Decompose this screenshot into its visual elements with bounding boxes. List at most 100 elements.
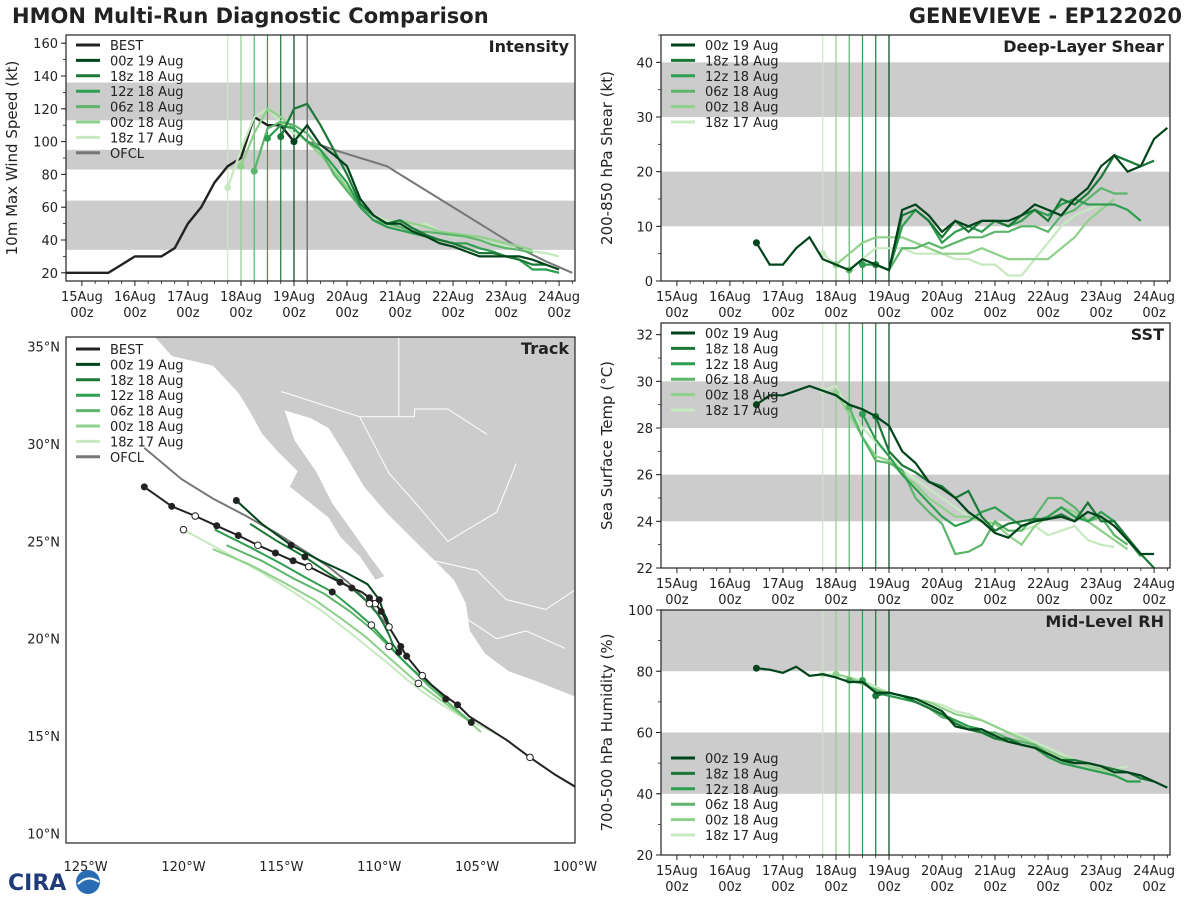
x-tick-label-hour: 00z — [547, 306, 571, 321]
shade-band — [661, 381, 1170, 428]
y-tick-label: 60 — [636, 727, 653, 742]
x-tick-label-hour: 00z — [1142, 593, 1166, 608]
x-tick-label: 22Aug — [1027, 864, 1069, 879]
series-start-point — [237, 162, 245, 170]
panel-title: Track — [521, 339, 569, 358]
series-line — [293, 123, 560, 271]
shade-band — [66, 82, 575, 121]
series-start-point — [858, 261, 866, 269]
x-tick-label-hour: 00z — [824, 880, 848, 895]
legend-label: BEST — [110, 343, 143, 358]
y-tick-label: 24 — [636, 515, 653, 530]
cira-logo: CIRA — [8, 870, 100, 896]
series-line — [755, 127, 1169, 272]
border-line — [433, 560, 575, 611]
lon-tick-label: 105°W — [455, 860, 499, 875]
series-line — [848, 186, 1128, 272]
series-start-point — [858, 410, 866, 418]
lat-tick-label: 15°N — [27, 730, 60, 745]
x-tick-label-hour: 00z — [930, 880, 954, 895]
y-tick-label: 40 — [636, 788, 653, 803]
y-tick-label: 22 — [636, 562, 653, 577]
track-marker-filled — [328, 588, 336, 596]
x-tick-label: 23Aug — [1080, 290, 1122, 305]
x-tick-label: 23Aug — [485, 290, 527, 305]
x-tick-label: 17Aug — [762, 290, 804, 305]
series-line — [835, 198, 1116, 266]
x-tick-label: 18Aug — [815, 577, 857, 592]
y-tick-label: 32 — [636, 329, 653, 344]
legend-label: 00z 19 Aug — [110, 54, 184, 69]
track-marker-filled — [348, 584, 356, 592]
border-line — [281, 391, 488, 435]
x-tick-label-hour: 00z — [123, 306, 147, 321]
track-marker-open — [304, 562, 313, 571]
legend-label: 12z 18 Aug — [110, 85, 184, 100]
legend-label: 00z 19 Aug — [705, 39, 779, 54]
legend-label: 18z 17 Aug — [705, 829, 779, 844]
cira-logo-text: CIRA — [8, 871, 66, 896]
x-tick-label-hour: 00z — [718, 593, 742, 608]
x-tick-label-hour: 00z — [718, 880, 742, 895]
storm-title: GENEVIEVE - EP122020 — [908, 4, 1182, 28]
series-line — [756, 665, 1168, 789]
plot-frame — [65, 336, 576, 844]
series-start-point — [277, 133, 285, 141]
lat-tick-label: 35°N — [27, 341, 60, 356]
track-marker-filled — [442, 695, 450, 703]
y-tick-label: 20 — [41, 267, 58, 282]
x-tick-label: 21Aug — [379, 290, 421, 305]
x-tick-label: 16Aug — [709, 577, 751, 592]
legend-label: 18z 18 Aug — [705, 54, 779, 69]
track-marker-filled — [403, 652, 411, 660]
border-line — [359, 416, 517, 542]
page-title: HMON Multi-Run Diagnostic Comparison — [12, 4, 489, 28]
series-line — [266, 123, 560, 274]
lat-tick-label: 10°N — [27, 827, 60, 842]
legend-label: 12z 18 Aug — [705, 358, 779, 373]
best-track-line — [66, 115, 295, 274]
x-tick-label: 15Aug — [656, 864, 698, 879]
track-marker-open — [365, 599, 374, 608]
y-axis-label: 700-500 hPa Humidity (%) — [598, 633, 616, 831]
y-tick-label: 60 — [41, 201, 58, 216]
y-tick-label: 30 — [636, 111, 653, 126]
y-tick-label: 140 — [33, 70, 58, 85]
x-tick-label-hour: 00z — [930, 593, 954, 608]
x-tick-label-hour: 00z — [176, 306, 200, 321]
track-marker-open — [418, 671, 427, 680]
series-line — [253, 120, 533, 255]
x-tick-label-hour: 00z — [983, 593, 1007, 608]
track-marker-filled — [365, 594, 373, 602]
x-tick-label: 18Aug — [815, 290, 857, 305]
shade-band — [661, 610, 1170, 672]
x-tick-label: 20Aug — [921, 290, 963, 305]
x-tick-label: 20Aug — [326, 290, 368, 305]
logo-globe-icon — [76, 870, 100, 894]
legend-label: 06z 18 Aug — [705, 373, 779, 388]
track-marker-open — [385, 642, 393, 651]
series-start-point — [752, 664, 760, 672]
x-tick-label-hour: 00z — [229, 306, 253, 321]
x-tick-label-hour: 00z — [824, 593, 848, 608]
track-marker-filled — [467, 718, 475, 726]
track-marker-open — [191, 512, 200, 520]
y-tick-label: 80 — [636, 665, 653, 680]
x-tick-label: 15Aug — [61, 290, 103, 305]
lat-tick-label: 25°N — [27, 535, 60, 550]
x-tick-label: 17Aug — [167, 290, 209, 305]
track-marker-filled — [454, 701, 462, 709]
x-tick-label-hour: 00z — [1089, 593, 1113, 608]
y-axis-label: 200-850 hPa Shear (kt) — [598, 71, 616, 245]
legend-label: 00z 18 Aug — [705, 389, 779, 404]
y-tick-label: 160 — [33, 37, 58, 52]
x-tick-label: 21Aug — [974, 577, 1016, 592]
legend-label: OFCL — [110, 451, 145, 466]
legend-label: 00z 18 Aug — [705, 101, 779, 116]
lon-tick-label: 115°W — [259, 860, 303, 875]
x-tick-label-hour: 00z — [1142, 880, 1166, 895]
lat-tick-label: 30°N — [27, 438, 60, 453]
series-start-point — [872, 692, 880, 700]
track-marker-filled — [289, 557, 297, 565]
